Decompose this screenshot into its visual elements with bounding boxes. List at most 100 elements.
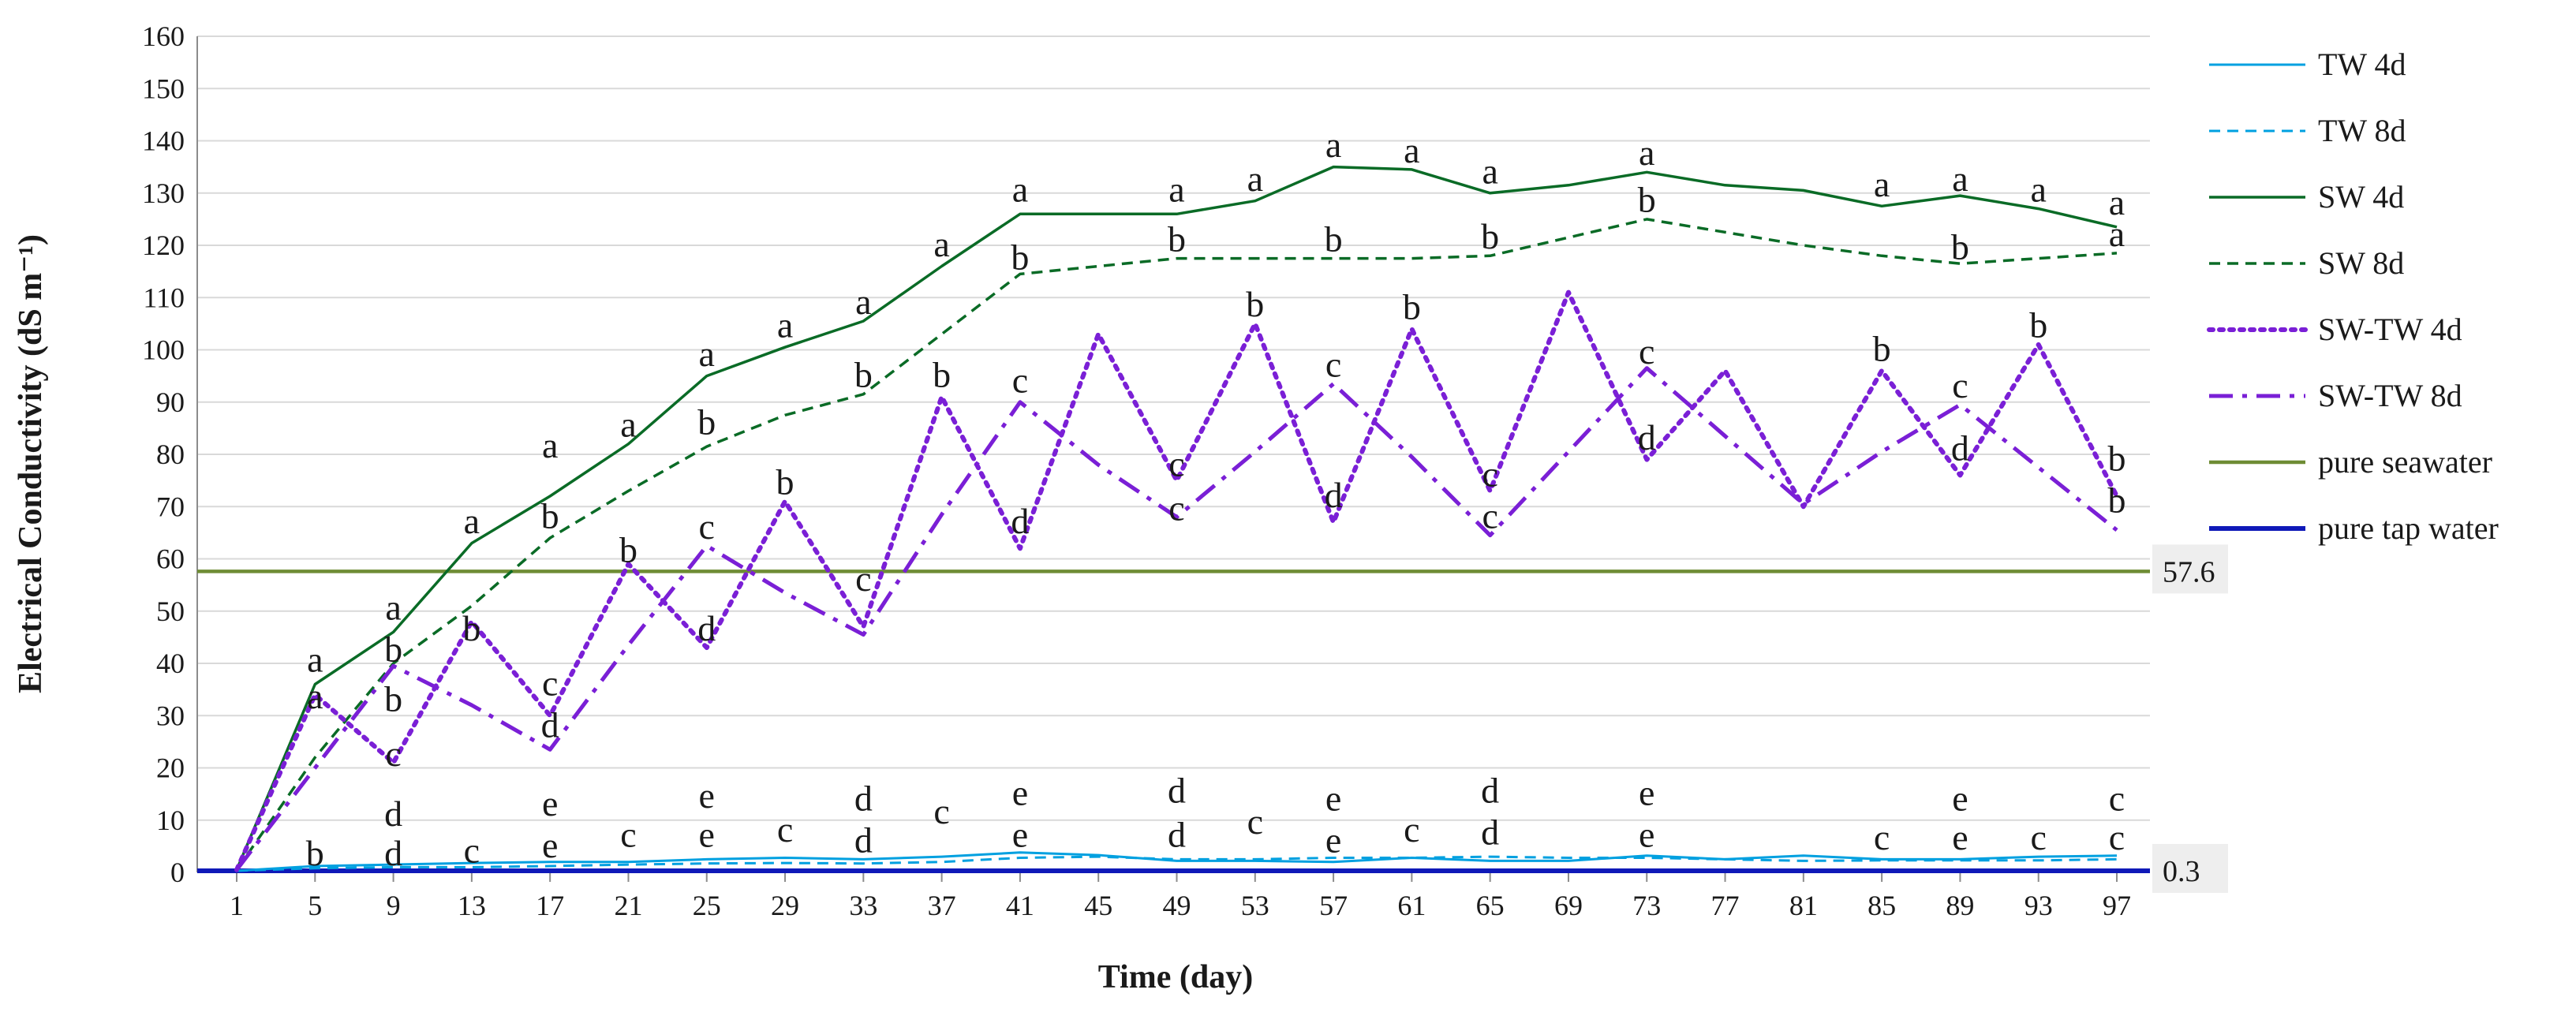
significance-letter-97-89: b bbox=[2108, 480, 2126, 521]
legend-label-pure-seawater: pure seawater bbox=[2318, 444, 2492, 480]
significance-letter-17-16: e bbox=[542, 783, 558, 823]
significance-letter-97-88: b bbox=[2108, 439, 2126, 479]
significance-letter-33-31: b bbox=[854, 355, 873, 395]
significance-letter-53-52: c bbox=[1247, 801, 1263, 842]
y-tick-label-10: 10 bbox=[156, 805, 185, 836]
significance-letter-61-60: b bbox=[1403, 287, 1421, 327]
significance-letter-65-64: c bbox=[1482, 454, 1497, 495]
significance-letter-93-84: b bbox=[2029, 305, 2047, 345]
significance-letter-93-85: c bbox=[2030, 817, 2046, 857]
significance-letter-37-37: c bbox=[933, 791, 949, 831]
y-tick-label-20: 20 bbox=[156, 752, 185, 784]
significance-letter-41-43: e bbox=[1012, 815, 1028, 855]
y-tick-label-70: 70 bbox=[156, 491, 185, 522]
significance-letter-17-14: c bbox=[542, 663, 558, 704]
x-tick-label-93: 93 bbox=[2025, 890, 2053, 921]
x-tick-label-49: 49 bbox=[1163, 890, 1191, 921]
significance-letter-9-8: d bbox=[384, 833, 402, 873]
x-tick-label-21: 21 bbox=[614, 890, 642, 921]
series-line-tw-8d bbox=[236, 855, 2118, 872]
significance-letter-73-71: d bbox=[1638, 417, 1656, 457]
significance-letter-73-72: e bbox=[1639, 773, 1654, 813]
significance-letter-25-21: a bbox=[699, 334, 715, 374]
significance-letter-65-65: c bbox=[1482, 496, 1497, 536]
significance-letter-9-3: a bbox=[385, 587, 401, 627]
x-tick-label-89: 89 bbox=[1946, 890, 1974, 921]
legend-label-sw-tw-4d: SW-TW 4d bbox=[2318, 312, 2462, 347]
significance-letter-57-56: d bbox=[1325, 475, 1343, 515]
y-tick-label-90: 90 bbox=[156, 387, 185, 418]
x-tick-label-85: 85 bbox=[1868, 890, 1896, 921]
legend: TW 4d TW 8d SW 4d SW 8d SW-TW 4d SW-TW 8d pure… bbox=[2207, 47, 2499, 546]
reference-label-0-3: 0.3 bbox=[2163, 855, 2200, 888]
significance-letter-65-63: b bbox=[1481, 216, 1499, 256]
series-lines bbox=[234, 165, 2119, 872]
significance-letter-41-38: a bbox=[1012, 169, 1028, 209]
significance-letter-13-11: c bbox=[464, 831, 480, 871]
significance-letter-73-70: c bbox=[1639, 331, 1654, 372]
legend-label-tw-4d: TW 4d bbox=[2318, 47, 2406, 82]
significance-letter-13-10: b bbox=[462, 608, 480, 648]
significance-letter-17-15: d bbox=[541, 705, 559, 745]
legend-label-sw-4d: SW 4d bbox=[2318, 179, 2404, 215]
significance-letter-97-90: c bbox=[2109, 778, 2125, 818]
significance-letter-89-81: e bbox=[1952, 778, 1968, 818]
significance-letter-53-51: b bbox=[1246, 284, 1264, 324]
significance-letter-49-44: a bbox=[1168, 169, 1184, 209]
significance-letter-41-42: e bbox=[1012, 773, 1028, 813]
significance-letter-37-35: a bbox=[933, 224, 949, 264]
x-tick-label-57: 57 bbox=[1319, 890, 1348, 921]
significance-letter-85-75: b bbox=[1873, 329, 1891, 369]
x-tick-label-41: 41 bbox=[1006, 890, 1034, 921]
x-tick-label-65: 65 bbox=[1476, 890, 1505, 921]
significance-letter-53-50: a bbox=[1247, 159, 1263, 199]
significance-letter-49-46: c bbox=[1168, 443, 1184, 484]
significance-letter-65-66: d bbox=[1481, 770, 1499, 810]
series-line-sw-tw-4d bbox=[234, 289, 2119, 872]
significance-letter-61-61: c bbox=[1404, 809, 1419, 850]
significance-letter-57-54: b bbox=[1325, 218, 1343, 259]
y-tick-label-160: 160 bbox=[142, 21, 185, 52]
reference-lines: 57.6 0.3 bbox=[197, 544, 2228, 894]
series-line-tw-4d bbox=[236, 851, 2118, 872]
x-tick-label-29: 29 bbox=[771, 890, 799, 921]
significance-letter-9-6: c bbox=[385, 734, 401, 774]
significance-letter-97-86: a bbox=[2109, 182, 2125, 222]
y-tick-label-130: 130 bbox=[142, 177, 185, 209]
significance-letter-25-22: b bbox=[697, 401, 716, 442]
reference-label-box-57-6 bbox=[2152, 544, 2228, 594]
significance-letter-89-77: a bbox=[1952, 159, 1968, 199]
significance-letter-13-9: a bbox=[464, 501, 480, 541]
significance-letter-37-36: b bbox=[933, 355, 951, 395]
significance-letter-57-53: a bbox=[1325, 125, 1341, 165]
significance-letter-29-27: a bbox=[777, 305, 793, 345]
significance-letter-9-7: d bbox=[384, 794, 402, 834]
y-tick-label-80: 80 bbox=[156, 439, 185, 470]
axes: 0 10 20 30 40 50 60 70 80 90 100 110 120 130 140 150 160… bbox=[142, 21, 2150, 921]
significance-letter-33-32: c bbox=[855, 558, 871, 599]
x-tick-label-9: 9 bbox=[387, 890, 401, 921]
x-tick-label-45: 45 bbox=[1084, 890, 1112, 921]
significance-letter-25-24: d bbox=[697, 608, 716, 648]
significance-letter-5-2: b bbox=[306, 833, 324, 873]
significance-letter-25-23: c bbox=[699, 506, 715, 547]
series-line-sw-8d bbox=[235, 218, 2118, 871]
significance-letter-89-82: e bbox=[1952, 817, 1968, 857]
y-tick-label-30: 30 bbox=[156, 700, 185, 731]
significance-letter-41-40: c bbox=[1012, 360, 1028, 400]
y-tick-label-120: 120 bbox=[142, 230, 185, 261]
x-tick-label-69: 69 bbox=[1554, 890, 1583, 921]
significance-letter-17-17: e bbox=[542, 825, 558, 865]
significance-letter-21-18: a bbox=[620, 405, 636, 445]
x-tick-label-37: 37 bbox=[928, 890, 956, 921]
significance-letter-5-0: a bbox=[307, 640, 323, 680]
significance-letter-57-55: c bbox=[1325, 344, 1341, 384]
significance-letter-85-74: a bbox=[1874, 164, 1890, 204]
significance-letter-17-12: a bbox=[542, 425, 558, 465]
significance-letter-21-20: c bbox=[620, 815, 636, 855]
significance-letter-41-39: b bbox=[1011, 237, 1029, 278]
significance-letter-25-25: e bbox=[699, 775, 715, 816]
significance-letter-33-33: d bbox=[854, 778, 873, 818]
x-tick-label-17: 17 bbox=[536, 890, 564, 921]
significance-letter-9-4: b bbox=[384, 629, 402, 669]
